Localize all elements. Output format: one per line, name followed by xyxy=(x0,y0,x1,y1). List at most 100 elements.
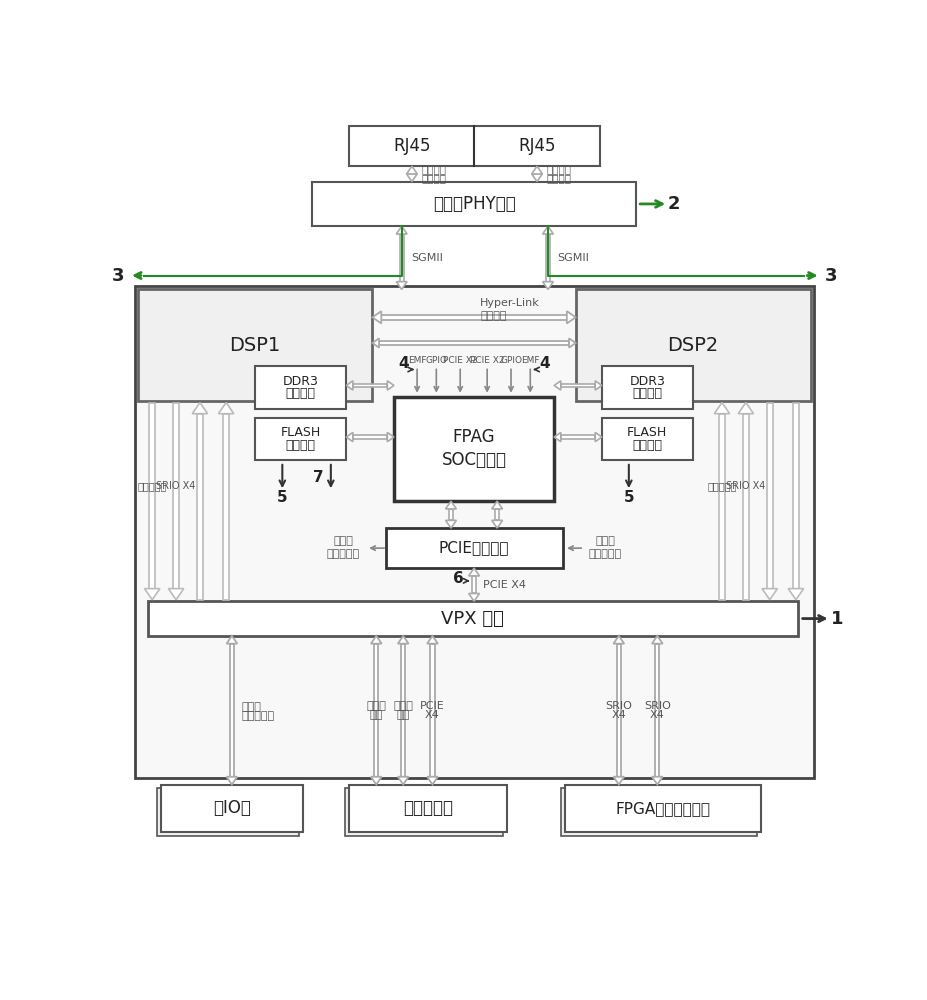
Polygon shape xyxy=(396,226,407,234)
Text: 太网: 太网 xyxy=(396,710,410,720)
Bar xyxy=(602,418,692,460)
Text: SRIO: SRIO xyxy=(604,701,631,711)
Bar xyxy=(230,644,234,777)
Polygon shape xyxy=(787,589,803,600)
Text: 4: 4 xyxy=(539,356,550,371)
Text: 存储芯片: 存储芯片 xyxy=(631,387,662,400)
Polygon shape xyxy=(542,282,552,289)
Polygon shape xyxy=(531,174,541,182)
Text: 存储芯片: 存储芯片 xyxy=(286,439,315,452)
Polygon shape xyxy=(192,403,208,414)
Text: FPGA信号预处理板: FPGA信号预处理板 xyxy=(615,801,710,816)
Text: 自定义: 自定义 xyxy=(594,536,615,546)
Text: 4: 4 xyxy=(398,356,408,371)
Bar xyxy=(561,788,756,836)
Bar xyxy=(149,403,155,589)
Bar xyxy=(718,414,724,600)
Text: X4: X4 xyxy=(611,710,626,720)
Polygon shape xyxy=(387,381,394,390)
Text: FLASH: FLASH xyxy=(280,426,321,439)
Text: 太网: 太网 xyxy=(369,710,383,720)
Text: 以太网差: 以太网差 xyxy=(421,164,446,174)
Text: 存储芯片: 存储芯片 xyxy=(631,439,662,452)
Polygon shape xyxy=(371,636,381,644)
Text: 千兆以太网: 千兆以太网 xyxy=(706,481,736,491)
Bar xyxy=(349,785,507,832)
Text: SRIO: SRIO xyxy=(643,701,670,711)
Text: VPX 接口: VPX 接口 xyxy=(441,610,503,628)
Text: 3: 3 xyxy=(824,267,837,285)
Text: 分信号对: 分信号对 xyxy=(421,174,446,184)
Text: GPIO: GPIO xyxy=(425,356,447,365)
Bar xyxy=(545,234,550,282)
Polygon shape xyxy=(568,338,575,348)
Polygon shape xyxy=(371,777,381,785)
Polygon shape xyxy=(468,593,479,601)
Polygon shape xyxy=(594,432,602,442)
Text: RJ45: RJ45 xyxy=(517,137,555,155)
Bar xyxy=(352,384,387,387)
Polygon shape xyxy=(372,311,381,323)
Text: SGMII: SGMII xyxy=(411,253,442,263)
Text: 自定义: 自定义 xyxy=(241,702,260,712)
Text: PCIE: PCIE xyxy=(420,701,444,711)
Bar xyxy=(654,644,659,777)
Text: 以太网差: 以太网差 xyxy=(546,164,571,174)
Polygon shape xyxy=(387,432,394,442)
Bar xyxy=(565,785,760,832)
Text: 5: 5 xyxy=(623,490,633,505)
Text: Hyper-Link: Hyper-Link xyxy=(479,298,540,308)
Text: 千兆以: 千兆以 xyxy=(393,701,413,711)
Bar xyxy=(381,315,566,320)
Bar xyxy=(349,126,599,166)
Text: 7: 7 xyxy=(312,470,323,485)
Text: 主控交换板: 主控交换板 xyxy=(403,799,452,817)
Polygon shape xyxy=(226,777,237,785)
Polygon shape xyxy=(426,636,438,644)
Polygon shape xyxy=(714,403,729,414)
Bar xyxy=(575,289,809,401)
Text: FLASH: FLASH xyxy=(627,426,667,439)
Text: SRIO X4: SRIO X4 xyxy=(726,481,765,491)
Polygon shape xyxy=(168,589,184,600)
Bar xyxy=(255,418,346,460)
Text: 自定义: 自定义 xyxy=(333,536,352,546)
Text: PCIE交换芯片: PCIE交换芯片 xyxy=(438,541,509,556)
Bar xyxy=(345,788,502,836)
Text: X4: X4 xyxy=(649,710,664,720)
Polygon shape xyxy=(346,381,352,390)
Bar xyxy=(137,289,372,401)
Bar xyxy=(147,601,797,636)
Text: FPAG: FPAG xyxy=(452,428,495,446)
Text: 3: 3 xyxy=(112,267,124,285)
Bar xyxy=(394,397,553,501)
Polygon shape xyxy=(398,777,408,785)
Text: SRIO X4: SRIO X4 xyxy=(157,481,196,491)
Polygon shape xyxy=(652,777,662,785)
Polygon shape xyxy=(398,636,408,644)
Text: SGMII: SGMII xyxy=(556,253,589,263)
Polygon shape xyxy=(531,166,541,174)
Bar xyxy=(602,366,692,409)
Polygon shape xyxy=(226,636,237,644)
Polygon shape xyxy=(396,282,407,289)
Text: X4: X4 xyxy=(425,710,439,720)
Text: 差分数据线: 差分数据线 xyxy=(326,549,360,559)
Text: 存储芯片: 存储芯片 xyxy=(286,387,315,400)
Bar xyxy=(160,785,303,832)
Text: PCIE X2: PCIE X2 xyxy=(442,356,476,365)
Bar xyxy=(472,576,476,593)
Polygon shape xyxy=(553,381,560,390)
Text: GPIO: GPIO xyxy=(500,356,522,365)
Bar xyxy=(449,509,452,520)
Text: 分信号对: 分信号对 xyxy=(546,174,571,184)
Bar xyxy=(197,414,203,600)
Polygon shape xyxy=(491,501,502,509)
Polygon shape xyxy=(445,501,456,509)
Text: 千兆以太网: 千兆以太网 xyxy=(137,481,167,491)
Polygon shape xyxy=(652,636,662,644)
Polygon shape xyxy=(613,636,624,644)
Bar xyxy=(385,528,562,568)
Text: 6: 6 xyxy=(452,571,463,586)
Bar xyxy=(352,435,387,439)
